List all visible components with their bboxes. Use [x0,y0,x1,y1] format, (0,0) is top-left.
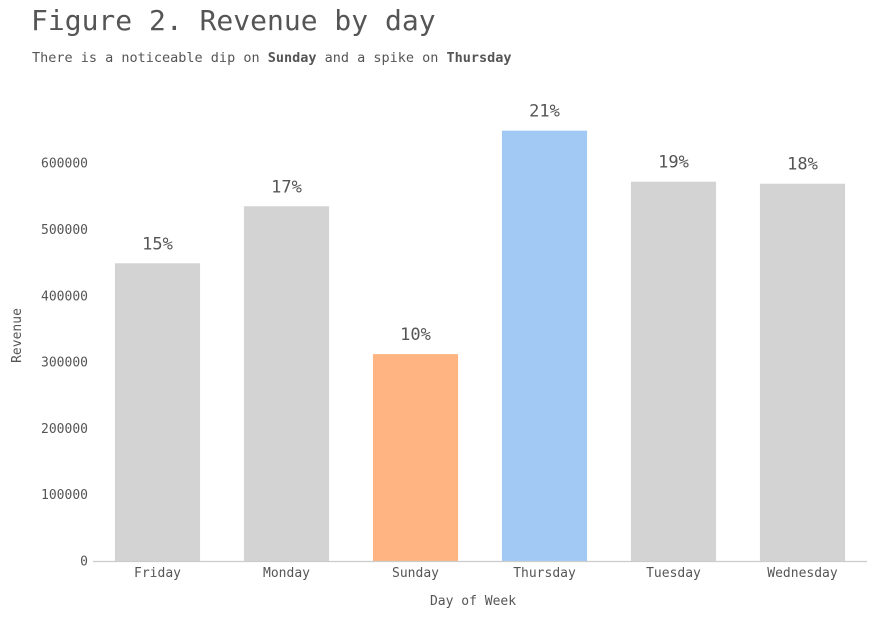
y-axis-ticks: 0 100000 200000 300000 400000 500000 600000 [41,157,88,570]
y-tick-label: 200000 [41,422,88,437]
chart-title: Figure 2. Revenue by day [31,4,436,37]
data-label-tuesday: 19% [658,153,689,173]
x-tick-label-wednesday: Wednesday [767,566,838,581]
bar-thursday [501,130,588,561]
data-label-friday: 15% [142,234,173,254]
data-label-monday: 17% [271,177,302,197]
x-tick-label-sunday: Sunday [392,566,439,581]
y-tick-label: 300000 [41,356,88,371]
bar-tuesday [630,181,717,561]
y-tick-label: 600000 [41,157,88,172]
subtitle-text-1: There is a noticeable dip on [32,50,268,66]
bar-friday [114,263,201,561]
chart-subtitle: There is a noticeable dip on Sunday and … [32,50,512,66]
x-axis-ticks: Friday Monday Sunday Thursday Tuesday Wednesd… [134,566,838,581]
x-tick-label-tuesday: Tuesday [646,566,701,581]
subtitle-text-2: and a spike on [316,50,447,66]
bar-sunday [372,354,459,561]
y-tick-label: 100000 [41,488,88,503]
x-tick-label-thursday: Thursday [513,566,576,581]
y-axis-label: Revenue [10,308,25,363]
data-label-sunday: 10% [400,325,431,345]
y-tick-label: 400000 [41,289,88,304]
bar-monday [243,206,330,561]
bars-group [114,130,846,561]
subtitle-highlight-sunday: Sunday [267,50,317,66]
subtitle-highlight-thursday: Thursday [446,50,512,66]
data-label-thursday: 21% [529,102,560,122]
x-axis-label: Day of Week [430,594,516,609]
data-label-wednesday: 18% [787,155,818,175]
x-tick-label-monday: Monday [263,566,310,581]
x-tick-label-friday: Friday [134,566,181,581]
bar-wednesday [759,183,846,561]
data-labels-group: 15% 17% 10% 21% 19% 18% [142,102,818,345]
y-tick-label: 0 [80,555,88,570]
y-tick-label: 500000 [41,223,88,238]
